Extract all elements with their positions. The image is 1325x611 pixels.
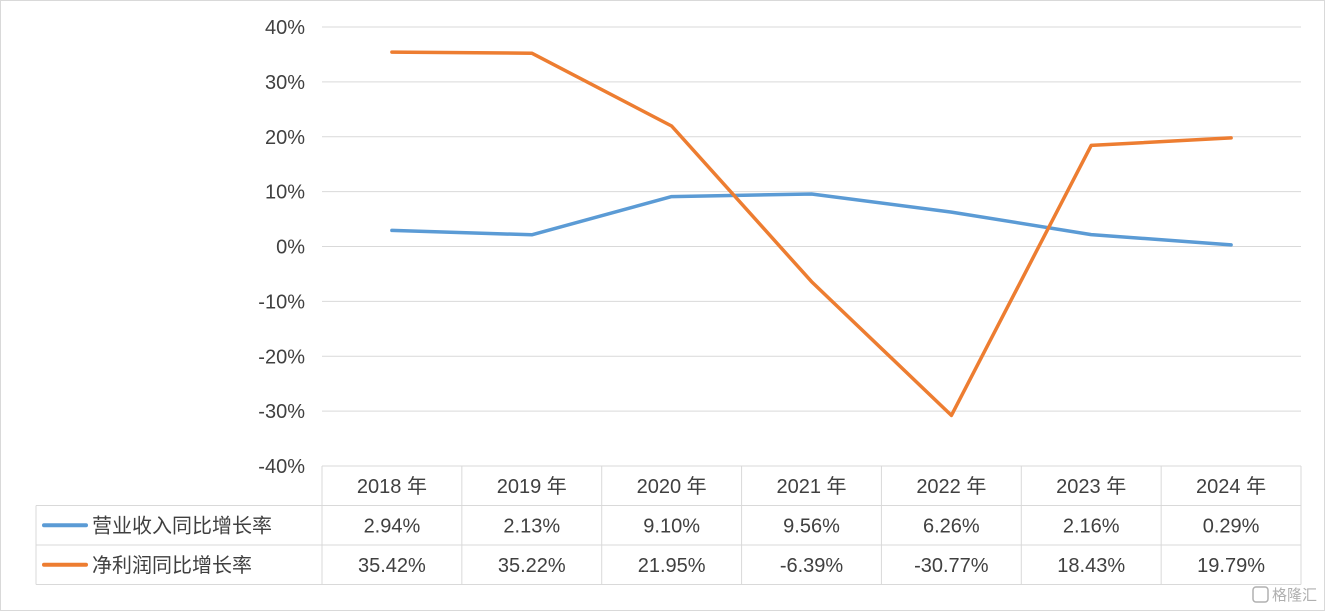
data-table: 2018 年 2019 年 2020 年 2021 年 2022 年 2023 年 2024… <box>35 465 1302 585</box>
data-label: 35.42% <box>358 555 426 577</box>
data-label: 2.16% <box>1063 515 1120 537</box>
data-label: 9.56% <box>783 515 840 537</box>
watermark-text: 格隆汇 <box>1272 587 1317 604</box>
y-tick-label: -30% <box>258 401 305 423</box>
y-tick-label: 0% <box>276 237 305 259</box>
x-tick-label: 2022 年 <box>916 475 986 498</box>
y-tick-label: -10% <box>258 291 305 313</box>
data-label: 21.95% <box>638 555 706 577</box>
x-tick-label: 2020 年 <box>637 475 707 498</box>
data-label: -6.39% <box>780 555 844 577</box>
x-tick-label: 2024 年 <box>1196 475 1266 498</box>
legend-label: 净利润同比增长率 <box>92 554 252 577</box>
series-line <box>390 192 1233 247</box>
watermark: 格隆汇 <box>1252 586 1317 604</box>
y-tick-label: -40% <box>258 456 305 478</box>
y-tick-label: 30% <box>265 72 305 94</box>
gridlines <box>322 26 1301 467</box>
data-label: 6.26% <box>923 515 980 537</box>
y-tick-label: -20% <box>258 346 305 368</box>
legend-label: 营业收入同比增长率 <box>92 514 272 537</box>
y-tick-label: 20% <box>265 127 305 149</box>
x-tick-label: 2019 年 <box>497 475 567 498</box>
x-tick-label: 2021 年 <box>776 475 846 498</box>
watermark-logo-icon <box>1252 586 1269 603</box>
series-lines <box>390 50 1233 418</box>
data-label: 9.10% <box>643 515 700 537</box>
data-label: 2.94% <box>364 515 421 537</box>
series-line <box>390 50 1233 418</box>
y-tick-label: 40% <box>265 17 305 39</box>
data-label: -30.77% <box>914 555 989 577</box>
y-tick-label: 10% <box>265 182 305 204</box>
y-axis: 40% 30% 20% 10% 0% -10% -20% -30% -40% <box>258 17 305 478</box>
data-label: 2.13% <box>503 515 560 537</box>
data-label: 0.29% <box>1203 515 1260 537</box>
data-label: 18.43% <box>1057 555 1125 577</box>
data-label: 35.22% <box>498 555 566 577</box>
data-label: 19.79% <box>1197 555 1265 577</box>
x-tick-label: 2023 年 <box>1056 475 1126 498</box>
x-tick-label: 2018 年 <box>357 475 427 498</box>
